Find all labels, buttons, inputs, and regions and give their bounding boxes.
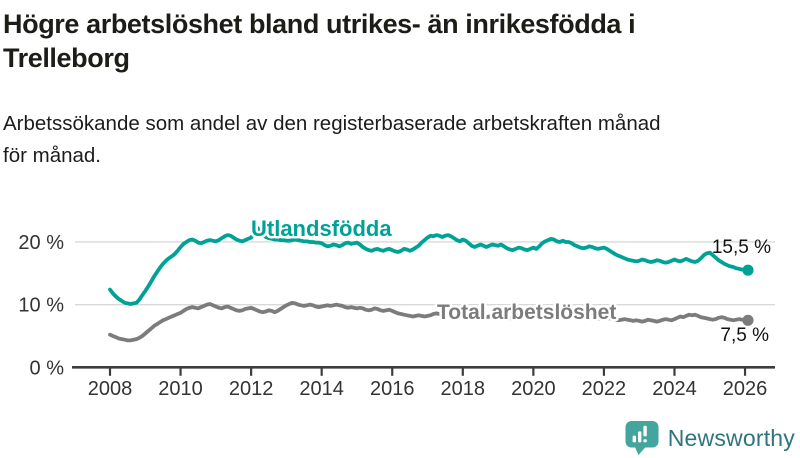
x-tick-label: 2012 [229,378,274,400]
x-tick-label: 2016 [370,378,415,400]
newsworthy-icon [625,421,659,455]
title-line: Högre arbetslöshet bland utrikes- än inr… [3,9,636,39]
brand-name: Newsworthy [667,424,795,451]
x-tick-label: 2014 [299,378,344,400]
subtitle-line: för månad. [3,144,101,167]
series-end-dot [742,264,754,276]
x-tick-label: 2020 [511,378,556,400]
series-label-total: Total arbetslöshet [437,301,616,324]
x-tick-label: 2024 [652,378,697,400]
title-line: Trelleborg [3,42,130,73]
page: { "header": { "title": "Högre arbetslösh… [0,8,800,458]
y-tick-label: 0 % [30,357,65,379]
x-tick-label: 2018 [441,378,486,400]
y-tick-label: 20 % [18,232,64,254]
series-label-utlandsfodda: Utlandsfödda [251,216,392,241]
x-tick-label: 2022 [582,378,627,400]
end-value-label: 15,5 % [712,237,771,258]
newsworthy-logo[interactable]: Newsworthy [624,420,795,456]
x-tick-label: 2008 [88,378,133,400]
end-value-label: 7,5 % [720,325,769,346]
subtitle-line: Arbetssökande som andel av den registerb… [3,112,661,135]
y-tick-label: 10 % [18,295,64,317]
x-tick-label: 2010 [158,378,203,400]
series-end-dot [742,314,754,326]
x-tick-label: 2026 [723,378,768,400]
page-subtitle: Arbetssökande som andel av den registerb… [3,108,703,172]
page-title: Högre arbetslöshet bland utrikes- än inr… [3,8,778,75]
series-line-utlandsfodda [108,225,750,306]
series-line-total [108,300,750,343]
unemployment-line-chart: 0 % 10 % 20 % 2008 2010 2012 2014 2016 2018 2020 2… [18,214,775,400]
